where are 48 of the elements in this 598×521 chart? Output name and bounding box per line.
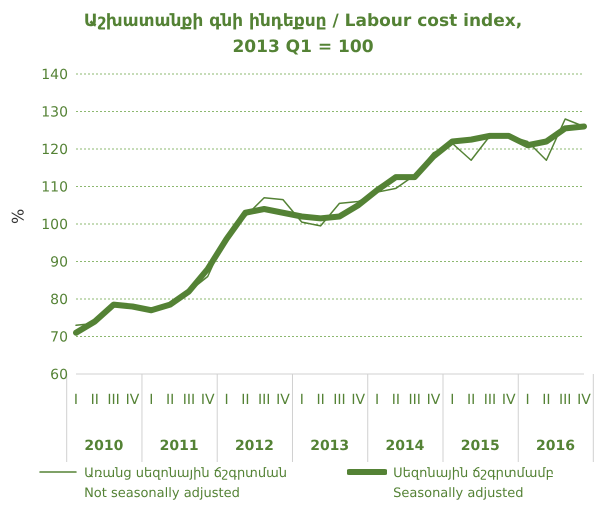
x-tick-label: III <box>333 392 346 408</box>
x-tick-label: III <box>408 392 421 408</box>
legend-label: Առանց սեզոնային ճշգրտման Not seasonally adjusted <box>84 465 287 503</box>
x-tick-label: IV <box>276 392 290 408</box>
x-tick-label: III <box>558 392 572 408</box>
x-tick-label: II <box>90 392 99 408</box>
y-tick-label: 80 <box>50 292 68 308</box>
text: 2016 <box>536 438 575 454</box>
x-tick-label: IV <box>502 392 516 408</box>
y-tick-label: 120 <box>41 142 68 158</box>
x-tick-label: I <box>74 392 78 408</box>
x-tick-label: IV <box>126 392 140 408</box>
x-tick-label: I <box>374 392 380 408</box>
y-tick-label: 110 <box>41 179 68 196</box>
x-tick-label: II <box>316 392 325 408</box>
chart-title: Աշխատանքի գնի ինդեքսը / Labour cost index, 2013 Q1 = 100 <box>82 10 524 59</box>
text: 2014 <box>385 438 425 454</box>
x-tick-label: I <box>450 392 454 408</box>
x-tick-label: I <box>300 392 304 408</box>
x-tick-label: III <box>182 392 196 408</box>
x-tick-label: I <box>224 392 229 408</box>
x-tick-label: II <box>392 392 400 408</box>
text: 2011 <box>160 438 199 454</box>
text: 2013 <box>310 438 350 454</box>
x-tick-label: I <box>149 392 154 408</box>
x-tick-label: IV <box>351 392 366 408</box>
text: 2012 <box>234 438 274 454</box>
y-tick-label: 70 <box>50 329 68 346</box>
x-tick-label: III <box>484 392 496 408</box>
x-tick-label: II <box>542 392 551 408</box>
y-tick-label: 100 <box>41 216 68 233</box>
x-tick-label: II <box>466 392 476 408</box>
x-tick-label: IV <box>200 392 215 408</box>
text: 2015 <box>460 438 500 454</box>
x-tick-label: III <box>107 392 120 408</box>
y-tick-label: 60 <box>50 366 68 383</box>
text: 2010 <box>84 438 124 454</box>
y-tick-label: 90 <box>50 254 68 270</box>
x-tick-label: IV <box>426 392 441 408</box>
x-tick-label: IV <box>577 392 592 408</box>
y-axis-title: % <box>8 208 28 224</box>
x-tick-label: III <box>258 392 270 408</box>
y-tick-label: 130 <box>41 104 68 120</box>
y-tick-label: 140 <box>41 66 68 83</box>
x-tick-label: II <box>241 392 250 408</box>
x-tick-label: II <box>166 392 174 408</box>
x-tick-label: I <box>525 392 530 408</box>
legend-label: Սեզոնային ճշգրտմամբ Seasonally adjusted <box>393 465 554 503</box>
